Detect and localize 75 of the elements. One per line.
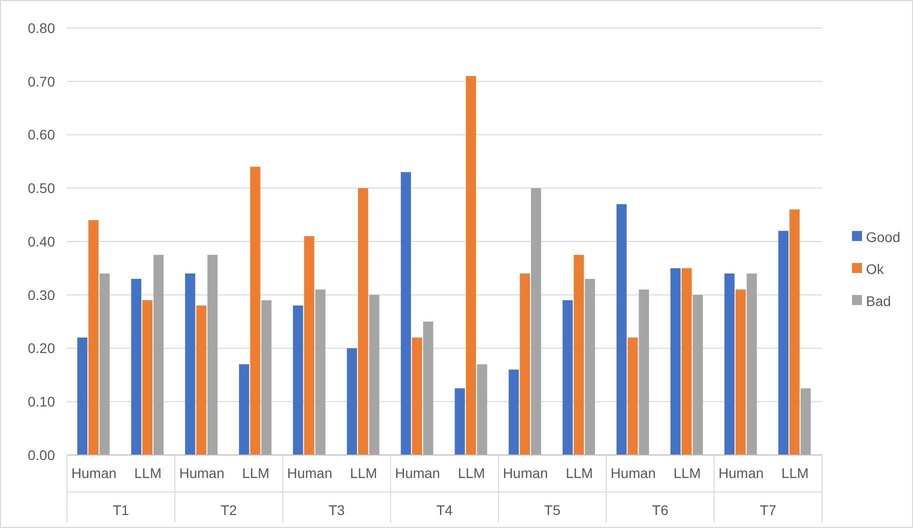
bar	[530, 188, 542, 455]
bar	[88, 220, 99, 455]
bar	[346, 348, 358, 455]
bar	[358, 188, 368, 455]
bar	[789, 209, 800, 455]
bar	[250, 166, 260, 455]
bar	[520, 274, 530, 455]
text: T3	[328, 502, 346, 518]
bar	[692, 294, 703, 455]
bar	[131, 278, 142, 455]
bar	[153, 254, 164, 455]
x-tick-label: LLM	[134, 465, 162, 481]
bar	[423, 322, 434, 455]
bar	[778, 230, 788, 455]
text: T1	[112, 502, 130, 518]
y-tick-label: 0.60	[28, 126, 56, 143]
bar	[196, 306, 206, 455]
x-tick-label: LLM	[350, 465, 378, 481]
bar	[369, 294, 380, 455]
x-tick-label: LLM	[674, 465, 701, 481]
text: T4	[436, 502, 453, 518]
legend-label: Good	[866, 228, 900, 245]
x-tick-label: Human	[179, 465, 224, 481]
bar	[261, 300, 272, 455]
bar	[508, 370, 519, 455]
bar	[638, 290, 649, 455]
bar	[304, 236, 314, 455]
bar	[670, 268, 681, 455]
y-tick-label: 0.10	[28, 394, 56, 410]
x-tick-label: Human	[394, 465, 440, 481]
bar	[584, 278, 596, 455]
x-tick-label: Human	[610, 465, 656, 481]
x-tick-label: LLM	[781, 465, 809, 481]
x-tick-label: LLM	[566, 465, 593, 481]
bar	[466, 76, 476, 455]
x-tick-label: Human	[287, 465, 332, 481]
bar	[746, 274, 757, 455]
legend-label: Ok	[866, 260, 885, 277]
y-tick-label: 0.80	[28, 20, 56, 36]
bar	[292, 306, 304, 455]
bar	[185, 274, 196, 455]
bar	[239, 364, 250, 455]
y-tick-label: 0.20	[28, 340, 56, 356]
bar	[77, 338, 88, 455]
bar	[724, 274, 735, 455]
x-tick-label: Human	[71, 465, 117, 481]
bar	[142, 300, 152, 455]
y-tick-label: 0.00	[28, 446, 56, 463]
x-tick-label: Human	[718, 465, 764, 481]
x-tick-label: Human	[502, 465, 548, 481]
bar	[616, 204, 627, 455]
bar	[682, 268, 692, 455]
y-tick-label: 0.70	[28, 73, 56, 90]
bar	[628, 338, 638, 455]
bar	[562, 300, 573, 455]
y-tick-label: 0.50	[28, 180, 56, 196]
bar	[100, 274, 110, 455]
x-tick-label: LLM	[458, 465, 486, 481]
text: T2	[220, 502, 238, 518]
bar	[574, 254, 584, 455]
bar	[400, 172, 411, 455]
bar	[207, 254, 218, 455]
bar	[800, 388, 811, 455]
bar	[454, 388, 465, 455]
text: T5	[544, 502, 561, 518]
y-tick-label: 0.30	[28, 286, 56, 303]
text: T6	[652, 502, 669, 518]
y-tick-label: 0.40	[28, 233, 56, 250]
bar	[736, 290, 746, 455]
legend-label: Bad	[866, 292, 891, 309]
text: T7	[760, 502, 776, 518]
bar	[412, 338, 422, 455]
bar	[315, 290, 326, 455]
x-tick-label: LLM	[242, 465, 270, 481]
bar	[477, 364, 488, 455]
